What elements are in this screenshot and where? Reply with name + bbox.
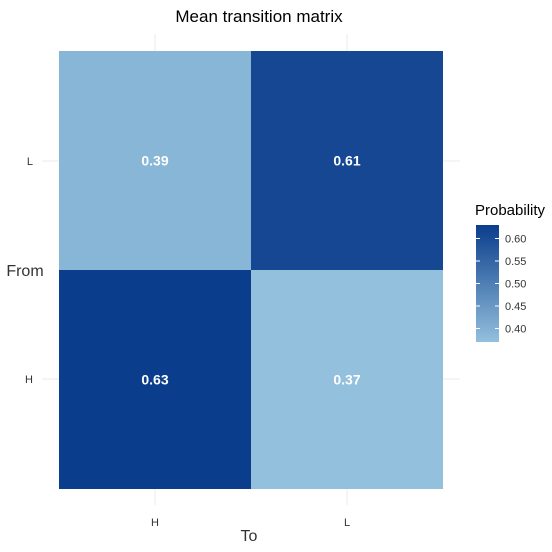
legend-tick-label: 0.55 — [505, 256, 526, 268]
heatmap-cell-l-to-l — [251, 51, 443, 270]
cell-value-label: 0.63 — [141, 372, 168, 388]
cell-value-label: 0.37 — [333, 372, 360, 388]
x-axis-title: To — [241, 528, 258, 545]
x-tick-label-l: L — [344, 517, 350, 529]
legend-tick-label: 0.60 — [505, 234, 526, 246]
legend-ticks: 0.60 0.55 0.50 0.45 0.40 — [476, 234, 526, 336]
heatmap-cell-h-to-l — [251, 270, 443, 489]
cell-value-label: 0.39 — [141, 153, 168, 169]
legend-tick-label: 0.50 — [505, 279, 526, 291]
heatmap-cells: 0.39 0.61 0.63 0.37 — [59, 51, 443, 489]
legend-tick-label: 0.40 — [505, 324, 526, 336]
heatmap-cell-h-to-h — [59, 270, 251, 489]
chart-title: Mean transition matrix — [175, 7, 343, 26]
y-tick-label-h: H — [25, 374, 33, 386]
legend: Probability 0.60 0.55 0.50 0.45 0.40 — [475, 202, 546, 342]
heatmap-cell-l-to-h — [59, 51, 251, 270]
y-axis-title: From — [6, 263, 43, 280]
legend-tick-label: 0.45 — [505, 301, 526, 313]
x-tick-label-h: H — [151, 517, 159, 529]
cell-value-label: 0.61 — [333, 153, 360, 169]
y-tick-label-l: L — [27, 156, 33, 168]
legend-title: Probability — [475, 202, 546, 219]
legend-colorbar — [476, 225, 499, 342]
